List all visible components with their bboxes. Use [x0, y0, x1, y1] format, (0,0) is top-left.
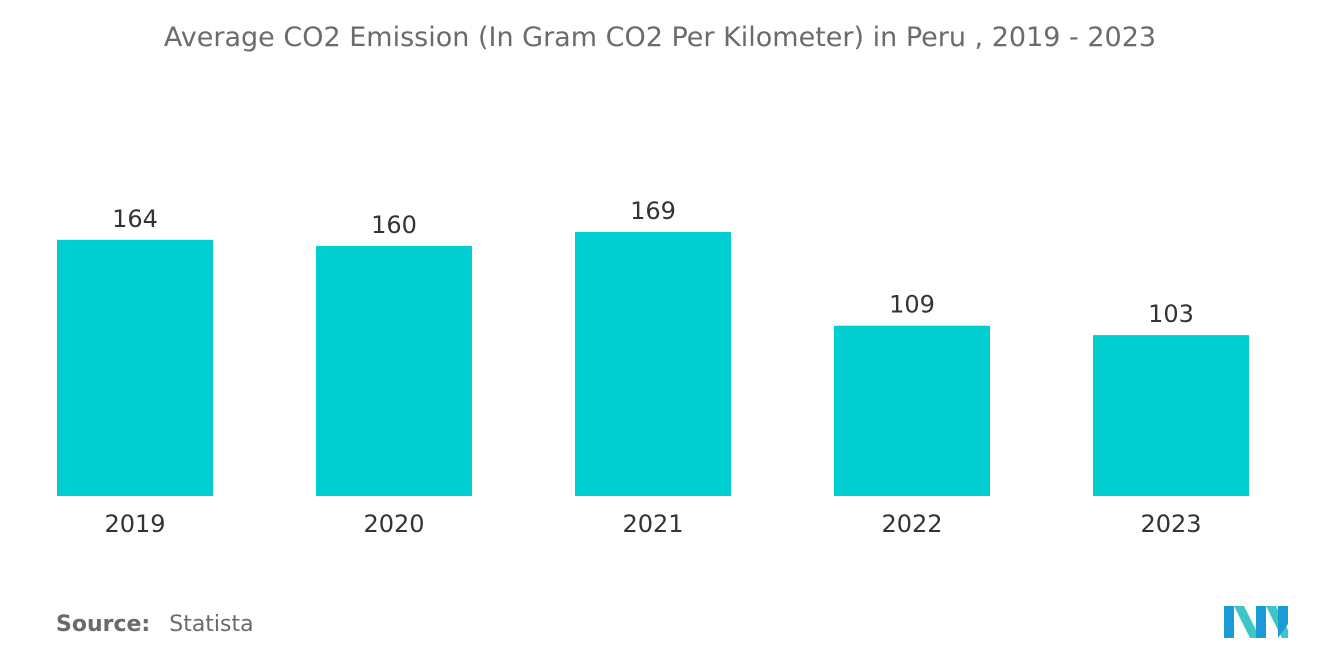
bar-2023 [1093, 335, 1249, 496]
x-tick-label-2019: 2019 [104, 510, 165, 538]
x-tick-label-2021: 2021 [622, 510, 683, 538]
value-label-2022: 109 [889, 291, 935, 319]
value-label-2019: 164 [112, 205, 158, 233]
bar-2020 [316, 246, 472, 496]
source-footer: Source: Statista [56, 612, 254, 637]
x-tick-label-2023: 2023 [1140, 510, 1201, 538]
bar-chart: 164 160 169 109 103 2019 2020 2021 2022 2023 [57, 197, 1249, 538]
source-label: Source: [56, 612, 151, 637]
x-tick-label-2022: 2022 [881, 510, 942, 538]
value-label-2023: 103 [1148, 300, 1194, 328]
x-tick-labels-group: 2019 2020 2021 2022 2023 [104, 510, 1201, 538]
value-labels-group: 164 160 169 109 103 [112, 197, 1194, 328]
source-value: Statista [169, 612, 254, 637]
bar-2019 [57, 239, 213, 496]
bar-2021 [575, 232, 731, 496]
value-label-2020: 160 [371, 211, 417, 239]
x-tick-label-2020: 2020 [363, 510, 424, 538]
chart-title: Average CO2 Emission (In Gram CO2 Per Ki… [163, 22, 1157, 53]
bar-2022 [834, 325, 990, 496]
value-label-2021: 169 [630, 197, 676, 225]
bars-group [57, 232, 1249, 496]
mordor-intelligence-logo-icon [1224, 606, 1288, 638]
